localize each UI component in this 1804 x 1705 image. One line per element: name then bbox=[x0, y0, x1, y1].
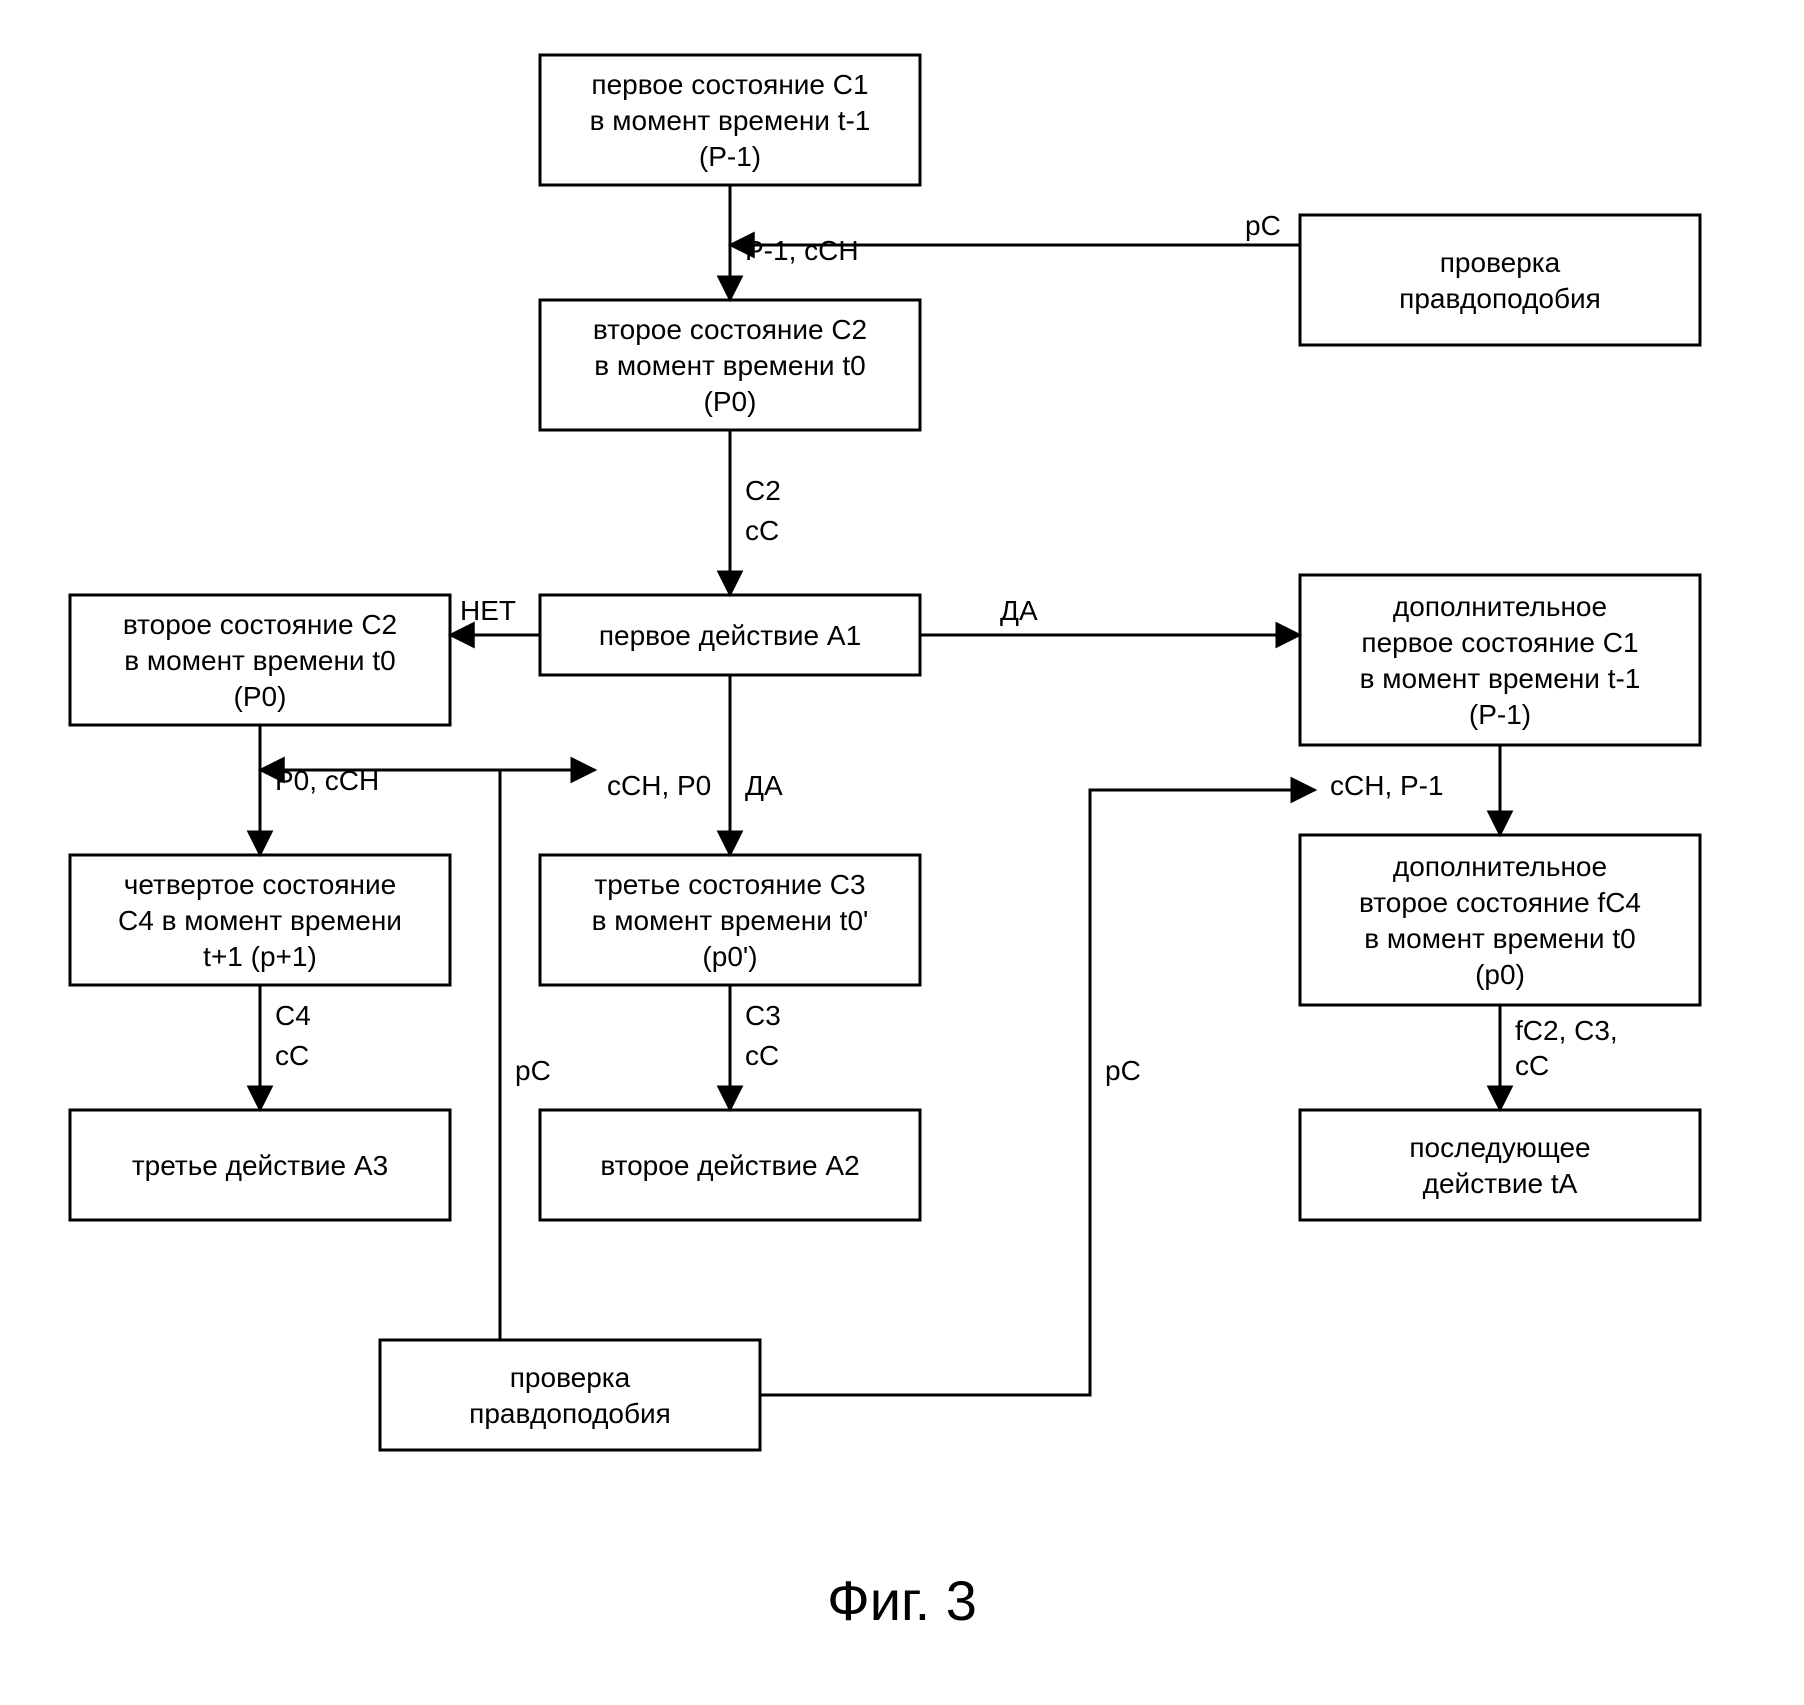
node-text: (р0') bbox=[702, 941, 757, 972]
node-text: второе состояние fC4 bbox=[1359, 887, 1641, 918]
flowchart-node: последующее действие tA bbox=[1300, 1110, 1700, 1220]
edge-label: рС bbox=[1105, 1055, 1141, 1086]
edge-label: сС bbox=[745, 1040, 779, 1071]
edge-label: ДА bbox=[745, 770, 783, 801]
node-text: в момент времени t0' bbox=[592, 905, 869, 936]
edge-label: сС bbox=[275, 1040, 309, 1071]
edge-label: сСН, Р0 bbox=[607, 770, 711, 801]
node-text: в момент времени t0 bbox=[124, 645, 395, 676]
node-text: в момент времени t-1 bbox=[1360, 663, 1641, 694]
node-text: первое состояние С1 bbox=[1361, 627, 1638, 658]
node-text: первое действие А1 bbox=[599, 620, 861, 651]
node-text: t+1 (p+1) bbox=[203, 941, 317, 972]
edge-label: НЕТ bbox=[460, 595, 516, 626]
node-text: второе состояние С2 bbox=[123, 609, 397, 640]
node-text: (Р0) bbox=[704, 386, 757, 417]
edge-label: С3 bbox=[745, 1000, 781, 1031]
node-text: действие tA bbox=[1423, 1168, 1578, 1199]
node-text: последующее bbox=[1409, 1132, 1590, 1163]
flowchart-node: проверка правдоподобия bbox=[380, 1340, 760, 1450]
node-text: второе состояние С2 bbox=[593, 314, 867, 345]
node-text: С4 в момент времени bbox=[118, 905, 402, 936]
edge-label: сС bbox=[1515, 1050, 1549, 1081]
node-text: первое состояние С1 bbox=[591, 69, 868, 100]
node-text: проверка bbox=[510, 1362, 631, 1393]
edge-label: С4 bbox=[275, 1000, 311, 1031]
node-text: правдоподобия bbox=[469, 1398, 671, 1429]
node-text: (Р-1) bbox=[1469, 699, 1531, 730]
edge-label: сСН, Р-1 bbox=[1330, 770, 1444, 801]
edge-label: рС bbox=[1245, 210, 1281, 241]
flowchart-node: дополнительное второе состояние fC4 в моме… bbox=[1300, 835, 1700, 1005]
flowchart-node: четвертое состояние С4 в момент времени t+… bbox=[70, 855, 450, 985]
node-text: дополнительное bbox=[1393, 591, 1607, 622]
node-text: (р0) bbox=[1475, 959, 1525, 990]
node-text: правдоподобия bbox=[1399, 283, 1601, 314]
flowchart-node: первое состояние С1 в момент времени t-1 (… bbox=[540, 55, 920, 185]
node-text: четвертое состояние bbox=[124, 869, 396, 900]
figure-caption: Фиг. 3 bbox=[827, 1569, 977, 1632]
flowchart-node: второе состояние С2 в момент времени t0 (Р… bbox=[70, 595, 450, 725]
flowchart-node: второе действие А2 bbox=[540, 1110, 920, 1220]
flowchart-node: третье действие А3 bbox=[70, 1110, 450, 1220]
edge-label: С2 bbox=[745, 475, 781, 506]
edge-label: рС bbox=[515, 1055, 551, 1086]
node-text: третье действие А3 bbox=[132, 1150, 388, 1181]
node-text: дополнительное bbox=[1393, 851, 1607, 882]
edge-label: fC2, C3, bbox=[1515, 1015, 1618, 1046]
flowchart-node: третье состояние С3 в момент времени t0' (… bbox=[540, 855, 920, 985]
flowchart-diagram: первое состояние С1 в момент времени t-1 (… bbox=[0, 0, 1804, 1700]
node-text: в момент времени t0 bbox=[594, 350, 865, 381]
node-text: в момент времени t0 bbox=[1364, 923, 1635, 954]
flowchart-node: дополнительное первое состояние С1 в момен… bbox=[1300, 575, 1700, 745]
node-text: (Р-1) bbox=[699, 141, 761, 172]
node-text: (Р0) bbox=[234, 681, 287, 712]
node-text: проверка bbox=[1440, 247, 1561, 278]
node-text: третье состояние С3 bbox=[594, 869, 865, 900]
node-text: в момент времени t-1 bbox=[590, 105, 871, 136]
edge-label: Р-1, сСН bbox=[745, 235, 859, 266]
flowchart-node: первое действие А1 bbox=[540, 595, 920, 675]
node-text: второе действие А2 bbox=[600, 1150, 859, 1181]
flowchart-node: второе состояние С2 в момент времени t0 (Р… bbox=[540, 300, 920, 430]
flowchart-node: проверка правдоподобия bbox=[1300, 215, 1700, 345]
edge-label: сС bbox=[745, 515, 779, 546]
edge-label: ДА bbox=[1000, 595, 1038, 626]
